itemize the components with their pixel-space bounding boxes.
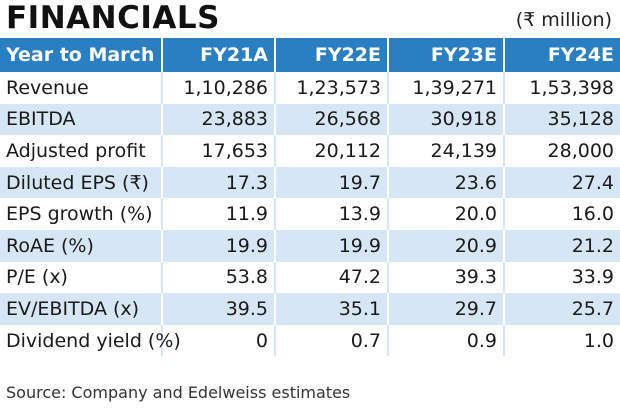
table-cell: 19.7 [274, 166, 388, 199]
table-cell: 28,000 [503, 135, 620, 167]
table-cell: 20.0 [387, 198, 504, 230]
table-cell: 35.1 [274, 293, 388, 325]
table-cell: 39.5 [161, 293, 275, 325]
table-cell: 19.9 [161, 229, 275, 262]
table-cell: 33.9 [503, 261, 620, 294]
table-cell: 47.2 [274, 261, 388, 294]
table-cell: 35,128 [503, 103, 620, 136]
row-label: Dividend yield (%) [6, 329, 181, 352]
table-row: EBITDA 23,883 26,568 30,918 35,128 [0, 103, 620, 136]
table-row: Revenue 1,10,286 1,23,573 1,39,271 1,53,398 [0, 72, 620, 104]
table-row: Adjusted profit 17,653 20,112 24,139 28,000 [0, 135, 620, 167]
header-fy22e: FY22E [274, 38, 388, 72]
row-label: EPS growth (%) [6, 203, 153, 226]
table-cell: 24,139 [387, 135, 504, 167]
table-cell: 0 [161, 324, 275, 357]
table-row: RoAE (%) 19.9 19.9 20.9 21.2 [0, 229, 620, 262]
table-cell: 13.9 [274, 198, 388, 230]
header-fy24e: FY24E [503, 38, 620, 72]
table-row: P/E (x) 53.8 47.2 39.3 33.9 [0, 261, 620, 294]
table-cell: 1.0 [503, 324, 620, 357]
table-cell: 39.3 [387, 261, 504, 294]
row-label: Adjusted profit [6, 139, 146, 162]
header-fy21a: FY21A [161, 38, 275, 72]
table-cell: 1,10,286 [161, 72, 275, 104]
page-title: FINANCIALS [6, 0, 220, 36]
table-cell: 0.9 [387, 324, 504, 357]
table-cell: 23,883 [161, 103, 275, 136]
financials-table: Year to March FY21A FY22E FY23E FY24E Re… [0, 38, 620, 357]
header-fy23e: FY23E [387, 38, 504, 72]
row-label: P/E (x) [6, 266, 68, 289]
table-cell: 23.6 [387, 166, 504, 199]
table-cell: 19.9 [274, 229, 388, 262]
table-cell: 25.7 [503, 293, 620, 325]
table-cell: 29.7 [387, 293, 504, 325]
row-label: EV/EBITDA (x) [6, 297, 140, 320]
row-label: Revenue [6, 76, 89, 99]
unit-label: (₹ million) [515, 9, 612, 31]
table-cell: 1,39,271 [387, 72, 504, 104]
table-cell: 1,23,573 [274, 72, 388, 104]
source-note: Source: Company and Edelweiss estimates [6, 383, 351, 402]
table-cell: 17.3 [161, 166, 275, 199]
table-cell: 53.8 [161, 261, 275, 294]
header-row: Year to March FY21A FY22E FY23E FY24E [0, 38, 620, 72]
row-label: RoAE (%) [6, 234, 94, 257]
table-row: Dividend yield (%) 0 0.7 0.9 1.0 [0, 324, 620, 357]
table-cell: 30,918 [387, 103, 504, 136]
table-row: EPS growth (%) 11.9 13.9 20.0 16.0 [0, 198, 620, 230]
table-cell: 27.4 [503, 166, 620, 199]
table-row: EV/EBITDA (x) 39.5 35.1 29.7 25.7 [0, 293, 620, 325]
table-cell: 26,568 [274, 103, 388, 136]
table-cell: 16.0 [503, 198, 620, 230]
table-cell: 1,53,398 [503, 72, 620, 104]
table-cell: 0.7 [274, 324, 388, 357]
table-cell: 21.2 [503, 229, 620, 262]
row-label: Diluted EPS (₹) [6, 171, 149, 194]
header-year-to-march: Year to March [6, 44, 155, 66]
row-label: EBITDA [6, 108, 76, 131]
table-cell: 17,653 [161, 135, 275, 167]
table-cell: 11.9 [161, 198, 275, 230]
table-row: Diluted EPS (₹) 17.3 19.7 23.6 27.4 [0, 166, 620, 199]
table-cell: 20,112 [274, 135, 388, 167]
table-cell: 20.9 [387, 229, 504, 262]
